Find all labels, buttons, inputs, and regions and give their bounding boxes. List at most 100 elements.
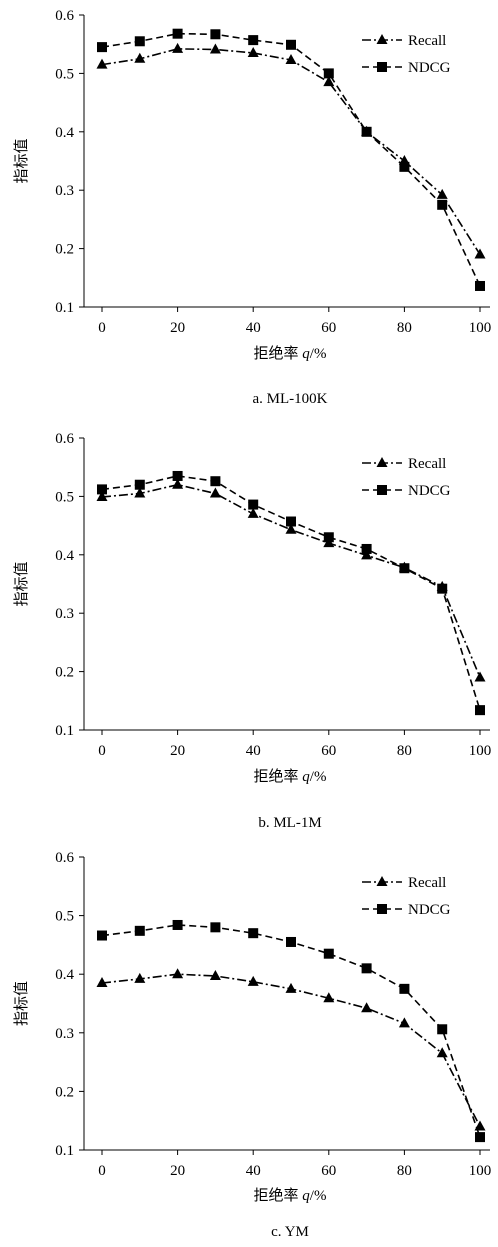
x-tick-label: 0: [98, 743, 106, 759]
data-point-ndcg: [134, 925, 145, 936]
legend-label-ndcg: NDCG: [408, 902, 451, 918]
data-point-ndcg: [248, 499, 259, 510]
data-point-recall: [361, 549, 373, 560]
x-tick-label: 100: [469, 1163, 492, 1179]
data-point-ndcg: [399, 983, 410, 994]
data-point-recall: [361, 1002, 373, 1013]
y-tick-label: 0.1: [55, 300, 74, 316]
legend: Recall NDCG: [362, 456, 451, 499]
data-point-recall: [285, 523, 297, 534]
x-tick-label: 0: [98, 320, 106, 336]
data-point-recall: [134, 52, 146, 63]
data-point-ndcg: [172, 919, 183, 930]
y-tick-label: 0.2: [55, 242, 74, 258]
series-line-recall: [101, 48, 481, 255]
panel-caption: b. ML-1M: [258, 815, 321, 831]
data-point-recall: [323, 992, 335, 1003]
y-tick-label: 0.5: [55, 909, 74, 925]
series-line-recall: [101, 973, 481, 1127]
y-tick-label: 0.4: [55, 967, 74, 983]
data-point-ndcg: [475, 1132, 485, 1143]
data-point-recall: [96, 58, 108, 69]
legend-marker-ndcg: [377, 62, 387, 72]
data-point-ndcg: [286, 39, 296, 50]
y-tick-label: 0.1: [55, 723, 74, 739]
series-line-ndcg: [101, 475, 481, 711]
y-tick-label: 0.6: [55, 431, 74, 447]
y-tick-label: 0.6: [55, 8, 74, 24]
data-point-ndcg: [475, 280, 485, 291]
legend-marker-ndcg: [377, 904, 387, 914]
data-point-recall: [172, 42, 184, 53]
x-tick-label: 20: [170, 320, 185, 336]
data-point-ndcg: [323, 532, 334, 543]
panel-caption: c. YM: [271, 1224, 309, 1240]
legend-label-recall: Recall: [408, 456, 446, 472]
y-axis-label: 指标值: [13, 981, 30, 1026]
x-axis-label-variable: q: [302, 1188, 310, 1204]
series-line-ndcg: [101, 924, 481, 1138]
y-axis-label: 指标值: [13, 138, 30, 183]
legend-label-ndcg: NDCG: [408, 60, 451, 76]
x-tick-label: 20: [170, 743, 185, 759]
legend: Recall NDCG: [362, 33, 451, 76]
y-tick-label: 0.3: [55, 606, 74, 622]
data-point-ndcg: [399, 563, 410, 574]
data-point-ndcg: [323, 948, 334, 959]
y-tick-label: 0.3: [55, 1026, 74, 1042]
x-tick-label: 60: [321, 743, 336, 759]
data-point-recall: [96, 490, 108, 501]
data-point-recall: [209, 969, 221, 980]
data-point-ndcg: [248, 35, 259, 46]
data-point-recall: [436, 1047, 448, 1058]
legend-marker-ndcg: [377, 485, 387, 495]
data-point-ndcg: [172, 470, 183, 481]
data-point-recall: [96, 976, 108, 987]
x-axis-label-prefix: 拒绝率: [254, 345, 303, 362]
y-tick-label: 0.6: [55, 850, 74, 866]
x-tick-label: 100: [469, 743, 492, 759]
x-tick-label: 80: [397, 743, 412, 759]
y-tick-label: 0.5: [55, 489, 74, 505]
legend: Recall NDCG: [362, 875, 451, 918]
legend-label-recall: Recall: [408, 33, 446, 49]
data-point-ndcg: [286, 936, 296, 947]
x-tick-label: 100: [469, 320, 492, 336]
legend-marker-recall: [376, 876, 388, 886]
data-point-recall: [172, 478, 184, 489]
data-point-recall: [209, 43, 221, 54]
data-point-recall: [474, 1120, 486, 1131]
data-point-ndcg: [97, 42, 107, 53]
data-point-recall: [285, 53, 297, 64]
series-line-recall: [101, 483, 481, 678]
data-point-ndcg: [97, 484, 107, 495]
y-tick-label: 0.4: [55, 548, 74, 564]
data-point-ndcg: [399, 161, 410, 172]
legend-label-recall: Recall: [408, 875, 446, 891]
y-tick-label: 0.2: [55, 1084, 74, 1100]
data-point-ndcg: [437, 583, 448, 594]
data-point-ndcg: [475, 705, 485, 716]
y-tick-label: 0.3: [55, 183, 74, 199]
data-point-recall: [134, 972, 146, 983]
data-point-ndcg: [97, 930, 107, 941]
data-point-ndcg: [286, 516, 296, 527]
data-point-recall: [398, 1017, 410, 1028]
data-point-ndcg: [361, 126, 372, 137]
y-axis-label: 指标值: [13, 561, 30, 606]
data-point-recall: [247, 975, 259, 986]
x-tick-label: 20: [170, 1163, 185, 1179]
legend-label-ndcg: NDCG: [408, 483, 451, 499]
y-tick-label: 0.1: [55, 1143, 74, 1159]
data-point-recall: [172, 968, 184, 979]
data-point-recall: [323, 76, 335, 87]
x-tick-label: 40: [246, 743, 261, 759]
data-point-recall: [474, 248, 486, 259]
x-axis-label-suffix: /%: [310, 769, 327, 785]
x-axis-label-prefix: 拒绝率: [254, 768, 303, 785]
x-axis-label-variable: q: [302, 346, 310, 362]
data-point-ndcg: [134, 479, 145, 490]
